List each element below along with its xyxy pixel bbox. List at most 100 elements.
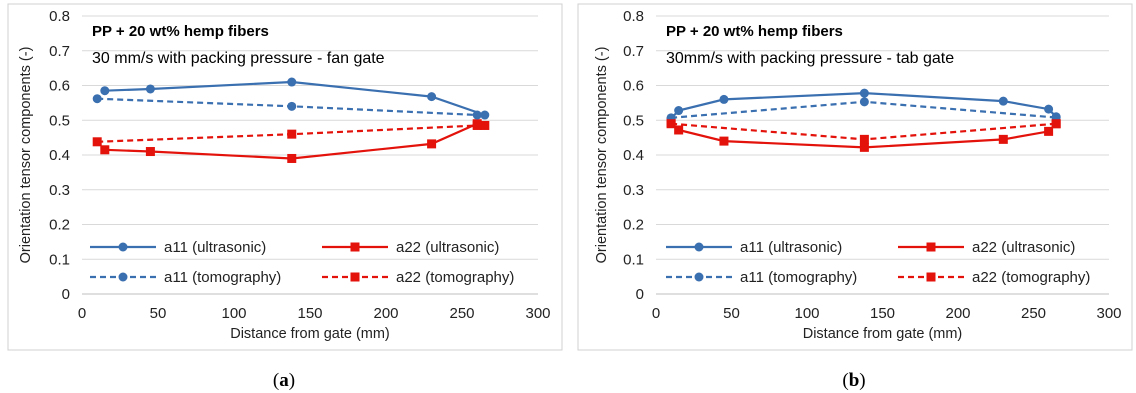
legend-label: a22 (ultrasonic) [396,239,499,256]
legend-entry: a22 (tomography) [898,269,1090,286]
data-point [859,88,869,98]
legend-entry: a22 (ultrasonic) [898,239,1075,256]
legend-marker [926,272,936,282]
series-4 [92,120,482,147]
data-point [472,120,482,130]
data-point [998,96,1008,106]
legend-entry: a11 (tomography) [90,269,281,286]
x-axis-title: Distance from gate (mm) [803,326,963,342]
chart-frame [7,3,563,351]
y-tick-label: 0.7 [49,43,70,60]
legend-label: a11 (tomography) [740,269,857,286]
chart-annotation-subtitle: 30 mm/s with packing pressure - fan gate [92,50,385,67]
chart-frame [577,3,1133,351]
legend-label: a11 (ultrasonic) [740,239,842,256]
y-axis-title: Orientation tensor components (-) [18,47,34,264]
caption-letter: a [279,370,289,391]
y-tick-label: 0.5 [623,112,644,129]
legend-entry: a11 (ultrasonic) [666,239,842,256]
chart-annotation-title: PP + 20 wt% hemp fibers [92,23,269,40]
y-tick-label: 0.1 [623,251,644,268]
data-point [287,129,297,139]
data-point [859,97,869,107]
legend-label: a11 (tomography) [164,269,281,286]
legend-label: a22 (tomography) [972,269,1090,286]
data-point [1044,126,1054,136]
data-point [480,110,490,120]
data-point [998,134,1008,144]
data-point [1051,119,1061,129]
y-tick-label: 0.3 [623,182,644,199]
series-4 [666,119,1061,144]
y-tick-label: 0.5 [49,112,70,129]
legend-marker [350,272,360,282]
data-point [1044,104,1054,114]
y-tick-label: 0.3 [49,182,70,199]
x-tick-label: 100 [221,305,246,322]
x-tick-label: 100 [794,305,819,322]
legend-label: a22 (tomography) [396,269,514,286]
data-point [100,145,110,155]
legend-marker [694,272,704,282]
data-point [480,120,490,130]
x-tick-label: 50 [723,305,740,322]
y-tick-label: 0 [636,286,644,303]
data-point [427,139,437,149]
legend-marker [350,242,360,252]
legend-marker [694,242,704,252]
data-point [287,101,297,111]
y-tick-label: 0.8 [623,8,644,25]
data-point [859,134,869,144]
legend-marker [926,242,936,252]
series-3 [92,94,482,120]
chart-panel-b: 0 0.1 0.2 0.3 0.4 0.5 0.6 0.7 0.8 0 50 100 150 200 250… [577,3,1133,391]
x-tick-label: 300 [1096,305,1121,322]
x-tick-label: 300 [525,305,550,322]
y-tick-label: 0.1 [49,251,70,268]
y-axis-title: Orientation tensor components (-) [594,47,610,264]
data-point [92,94,102,104]
data-point [859,142,869,152]
caption-letter: b [849,370,860,391]
figure-caption: (b) [842,370,865,391]
x-tick-label: 250 [1021,305,1046,322]
x-tick-label: 50 [150,305,167,322]
legend-entry: a22 (tomography) [322,269,514,286]
y-tick-label: 0.2 [623,217,644,234]
chart-annotation-title: PP + 20 wt% hemp fibers [666,23,843,40]
legend-entry: a11 (ultrasonic) [90,239,266,256]
data-point [427,92,437,102]
figure-caption: (a) [273,370,295,391]
y-tick-label: 0.2 [49,217,70,234]
y-tick-label: 0.8 [49,8,70,25]
legend-marker [118,242,128,252]
y-tick-label: 0.6 [623,78,644,95]
x-axis-title: Distance from gate (mm) [230,326,390,342]
legend-marker [118,272,128,282]
legend-entry: a22 (ultrasonic) [322,239,499,256]
chart-panel-a: 0 0.1 0.2 0.3 0.4 0.5 0.6 0.7 0.8 0 50 100 150 200 250… [7,3,563,391]
data-point [719,94,729,104]
x-tick-label: 0 [78,305,86,322]
y-tick-label: 0.6 [49,78,70,95]
y-tick-label: 0.7 [623,43,644,60]
data-point [287,77,297,87]
data-point [674,106,684,116]
x-tick-label: 150 [870,305,895,322]
legend-entry: a11 (tomography) [666,269,857,286]
y-tick-label: 0.4 [623,147,644,164]
data-point [100,86,110,96]
data-point [287,153,297,163]
x-tick-label: 0 [652,305,660,322]
data-point [145,147,155,157]
data-point [674,125,684,135]
chart-annotation-subtitle: 30mm/s with packing pressure - tab gate [666,50,954,67]
series-1 [100,77,490,120]
x-tick-label: 150 [297,305,322,322]
y-tick-label: 0 [62,286,70,303]
legend-label: a11 (ultrasonic) [164,239,266,256]
data-point [719,136,729,146]
data-point [145,84,155,94]
y-tick-label: 0.4 [49,147,70,164]
x-tick-label: 200 [373,305,398,322]
